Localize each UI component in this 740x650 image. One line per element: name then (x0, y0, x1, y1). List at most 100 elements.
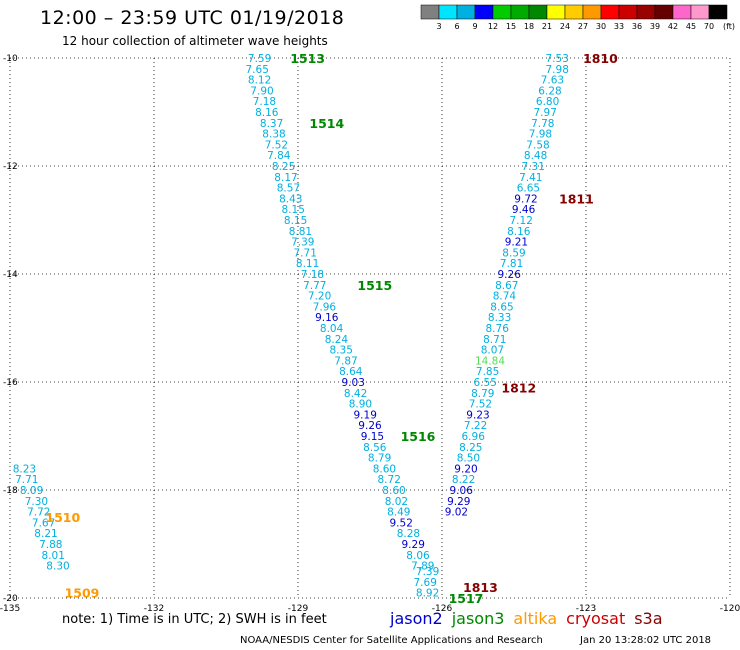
lat-tick-label: -14 (3, 270, 18, 280)
lat-tick-label: -10 (3, 54, 18, 64)
lon-tick-label: -123 (576, 604, 596, 614)
satellite-jason2: jason2 (390, 609, 443, 628)
units-note: note: 1) Time is in UTC; 2) SWH is in fe… (62, 612, 327, 627)
wave-height-value: 8.15 (282, 204, 305, 216)
wave-height-value: 6.80 (536, 96, 559, 108)
wave-height-value: 7.22 (464, 420, 487, 432)
wave-height-value: 8.25 (272, 161, 295, 173)
wave-height-value: 6.55 (474, 377, 497, 389)
wave-height-value: 7.20 (308, 291, 331, 303)
wave-height-value: 8.23 (13, 463, 36, 475)
scale-tick-label: 33 (614, 22, 624, 31)
wave-height-value: 7.97 (534, 107, 557, 119)
wave-height-value: 7.52 (469, 399, 492, 411)
wave-height-value: 7.71 (15, 474, 38, 486)
wave-height-value: 7.30 (25, 496, 48, 508)
lon-tick-label: -132 (144, 604, 164, 614)
scale-swatch (618, 4, 638, 20)
wave-height-value: 8.15 (284, 215, 307, 227)
scale-swatch (654, 4, 674, 20)
satellite-jason3: jason3 (451, 609, 505, 628)
wave-height-value: 7.77 (303, 280, 326, 292)
wave-height-value: 9.26 (498, 269, 522, 281)
scale-tick-label: 12 (488, 22, 498, 31)
scale-tick-label: 15 (506, 22, 516, 31)
wave-height-value: 8.71 (483, 334, 506, 346)
satellite-altika: altika (513, 609, 558, 628)
wave-height-value: 7.89 (411, 561, 434, 573)
wave-height-value: 7.39 (416, 566, 439, 578)
scale-swatch (564, 4, 584, 20)
wave-height-value: 8.49 (387, 507, 410, 519)
satellite-s3a: s3a (634, 609, 663, 628)
wave-height-value: 7.18 (301, 269, 324, 281)
wave-height-value: 6.28 (538, 85, 561, 97)
wave-height-value: 8.48 (524, 150, 547, 162)
wave-height-value: 8.24 (325, 334, 349, 346)
scale-tick-label: 45 (686, 22, 696, 31)
scale-swatch (510, 4, 530, 20)
wave-height-value: 7.58 (526, 139, 549, 151)
pass-number-label: 1516 (401, 429, 436, 444)
scale-swatch (438, 4, 458, 20)
wave-height-value: 8.33 (488, 312, 511, 324)
lon-tick-label: -120 (720, 604, 740, 614)
wave-height-value: 8.64 (339, 366, 363, 378)
wave-height-value: 7.65 (246, 64, 269, 76)
wave-height-value: 7.98 (546, 64, 569, 76)
pass-number-label: 1515 (357, 278, 392, 293)
map-grid (9, 57, 731, 599)
lat-tick-label: -12 (3, 162, 18, 172)
pass-labels: 1513 1514 1515 1516 1517 1510 1509 1810 1811 1812… (45, 51, 618, 606)
wave-height-value: 7.85 (476, 366, 499, 378)
wave-height-value: 7.96 (313, 301, 337, 313)
wave-height-value: 14.84 (475, 355, 505, 367)
wave-height-value: 7.87 (334, 355, 357, 367)
wave-height-value: 8.01 (42, 550, 65, 562)
wave-height-value: 8.43 (279, 193, 302, 205)
wave-height-value: 7.71 (294, 247, 317, 259)
wave-height-value: 7.78 (531, 118, 554, 130)
wave-height-value: 8.12 (248, 75, 271, 87)
scale-tick-label: 3 (436, 22, 441, 31)
scale-tick-label: 21 (542, 22, 552, 31)
scale-tick-label: 9 (472, 22, 477, 31)
pass-number-label: 1510 (45, 510, 80, 525)
wave-height-value: 8.28 (397, 528, 420, 540)
wave-height-value: 7.67 (32, 517, 55, 529)
wave-height-value: 8.42 (344, 388, 367, 400)
scale-swatch (528, 4, 548, 20)
wave-height-value: 8.74 (493, 291, 517, 303)
wave-height-value: 9.06 (450, 485, 474, 497)
satellite-legend: jason2 jason3 altika cryosat s3a (390, 609, 672, 628)
scale-tick-label: (ft) (723, 22, 735, 31)
lat-tick-label: -18 (3, 486, 18, 496)
wave-height-value: 6.65 (517, 183, 540, 195)
wave-height-value: 9.21 (505, 237, 528, 249)
wave-height-value: 8.25 (459, 442, 482, 454)
wave-height-value: 8.11 (296, 258, 319, 270)
wave-height-value: 9.23 (466, 409, 489, 421)
scale-swatch (546, 4, 566, 20)
wave-height-value: 9.19 (354, 409, 377, 421)
wave-height-value: 8.92 (416, 588, 439, 600)
wave-height-value: 7.39 (291, 237, 314, 249)
scale-tick-label: 30 (596, 22, 606, 31)
scale-tick-label: 70 (704, 22, 714, 31)
pass-number-label: 1513 (290, 51, 325, 66)
track-altika-left: 8.237.718.097.307.727.678.217.888.018.30 (13, 463, 70, 572)
wave-height-value: 8.04 (320, 323, 344, 335)
wave-height-value: 8.38 (262, 129, 285, 141)
scale-swatch (474, 4, 494, 20)
scale-swatch (708, 4, 728, 20)
lat-tick-label: -16 (3, 378, 18, 388)
wave-height-value: 8.90 (349, 399, 372, 411)
satellite-tracks: 7.597.658.127.907.188.168.378.387.527.84… (13, 53, 569, 600)
wave-height-value: 8.79 (471, 388, 494, 400)
scale-swatch (600, 4, 620, 20)
page-subtitle: 12 hour collection of altimeter wave hei… (62, 34, 328, 48)
color-scale-legend: 3 6 9 12 15 18 21 24 27 30 33 36 39 42 45 70 (ft) (420, 4, 735, 31)
wave-height-value: 7.72 (27, 507, 50, 519)
scale-swatch (690, 4, 710, 20)
